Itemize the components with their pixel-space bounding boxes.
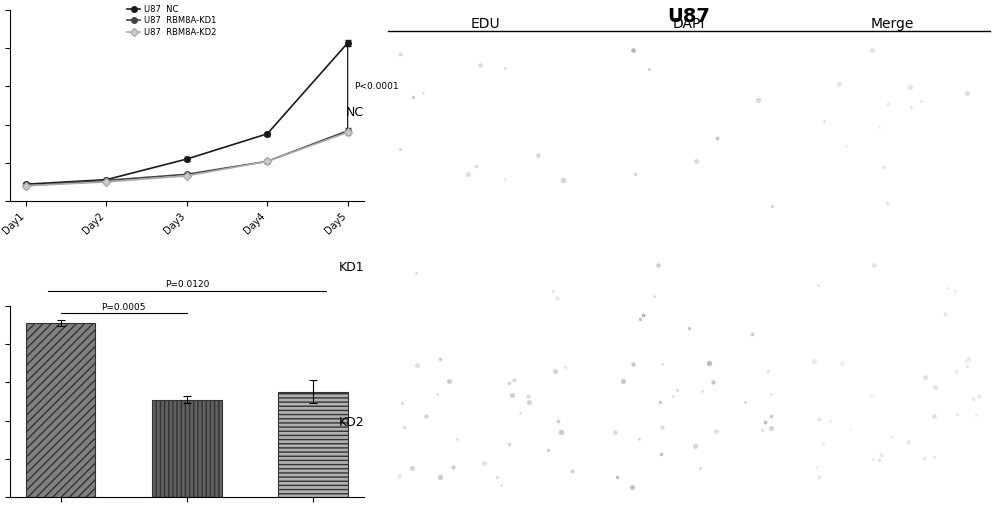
Bar	[152, 400, 222, 497]
Text: EDU: EDU	[471, 17, 500, 31]
Text: KD1: KD1	[339, 261, 364, 274]
Text: P=0.0120: P=0.0120	[165, 280, 209, 289]
Text: NC: NC	[346, 106, 364, 119]
Text: Merge: Merge	[871, 17, 914, 31]
Text: U87: U87	[667, 7, 710, 26]
Bar	[278, 392, 348, 497]
Legend: U87  NC, U87  RBM8A-KD1, U87  RBM8A-KD2: U87 NC, U87 RBM8A-KD1, U87 RBM8A-KD2	[127, 5, 216, 37]
Text: P=0.0005: P=0.0005	[102, 303, 146, 312]
Text: P<0.0001: P<0.0001	[354, 82, 399, 91]
Bar	[26, 323, 95, 497]
Text: KD2: KD2	[339, 416, 364, 429]
Text: DAPI: DAPI	[673, 17, 705, 31]
